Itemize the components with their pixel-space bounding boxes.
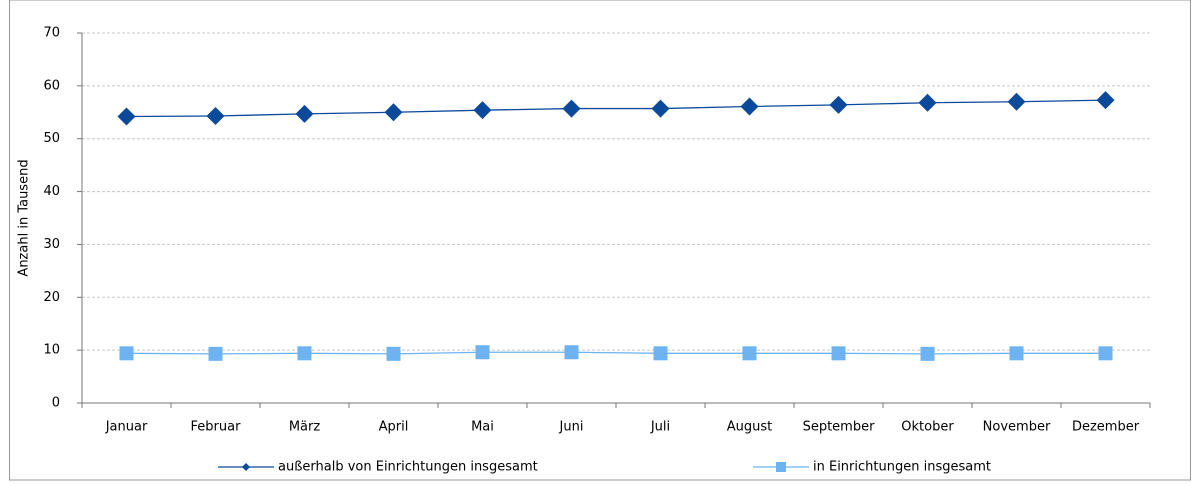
marker xyxy=(295,104,314,123)
marker xyxy=(651,99,670,118)
x-tick-label: Januar xyxy=(105,420,148,435)
y-tick-label: 50 xyxy=(43,131,60,146)
x-tick-label: Juni xyxy=(559,420,584,435)
marker xyxy=(562,99,581,118)
marker xyxy=(473,101,492,120)
marker xyxy=(829,95,848,114)
marker xyxy=(206,106,225,125)
x-tick-label: September xyxy=(803,420,876,435)
x-tick-label: August xyxy=(727,420,773,435)
marker xyxy=(475,345,490,360)
x-tick-label: Mai xyxy=(471,420,494,435)
y-axis-label: Anzahl in Tausend xyxy=(17,159,32,276)
y-tick-label: 30 xyxy=(43,237,60,252)
y-tick-label: 10 xyxy=(43,343,60,358)
marker xyxy=(384,103,403,122)
marker xyxy=(297,346,312,361)
marker xyxy=(831,346,846,361)
x-tick-label: November xyxy=(983,420,1051,435)
marker xyxy=(653,346,668,361)
x-tick-label: Oktober xyxy=(901,420,954,435)
series-line xyxy=(126,99,1106,118)
y-tick-label: 40 xyxy=(43,184,60,199)
marker xyxy=(920,346,935,361)
marker xyxy=(742,346,757,361)
marker xyxy=(1009,346,1024,361)
marker xyxy=(117,107,136,126)
y-tick-label: 0 xyxy=(52,396,60,411)
x-tick-label: Juli xyxy=(650,420,670,435)
x-tick-label: März xyxy=(289,420,321,435)
legend-marker xyxy=(242,463,250,471)
marker xyxy=(1007,92,1026,111)
legend-label: außerhalb von Einrichtungen insgesamt xyxy=(278,460,538,475)
series-line xyxy=(126,351,1106,355)
y-tick-label: 20 xyxy=(43,290,60,305)
x-tick-label: April xyxy=(379,420,409,435)
legend-label: in Einrichtungen insgesamt xyxy=(813,460,991,475)
x-tick-label: Februar xyxy=(191,420,242,435)
x-tick-label: Dezember xyxy=(1072,420,1140,435)
marker xyxy=(208,346,223,361)
y-tick-label: 60 xyxy=(43,78,60,93)
marker xyxy=(1096,91,1115,110)
marker xyxy=(740,97,759,116)
marker xyxy=(918,93,937,112)
legend-marker xyxy=(776,462,786,472)
marker xyxy=(1098,346,1113,361)
y-tick-label: 70 xyxy=(43,26,60,41)
marker xyxy=(386,346,401,361)
chart-frame xyxy=(9,0,1191,481)
marker xyxy=(564,345,579,360)
marker xyxy=(119,346,134,361)
